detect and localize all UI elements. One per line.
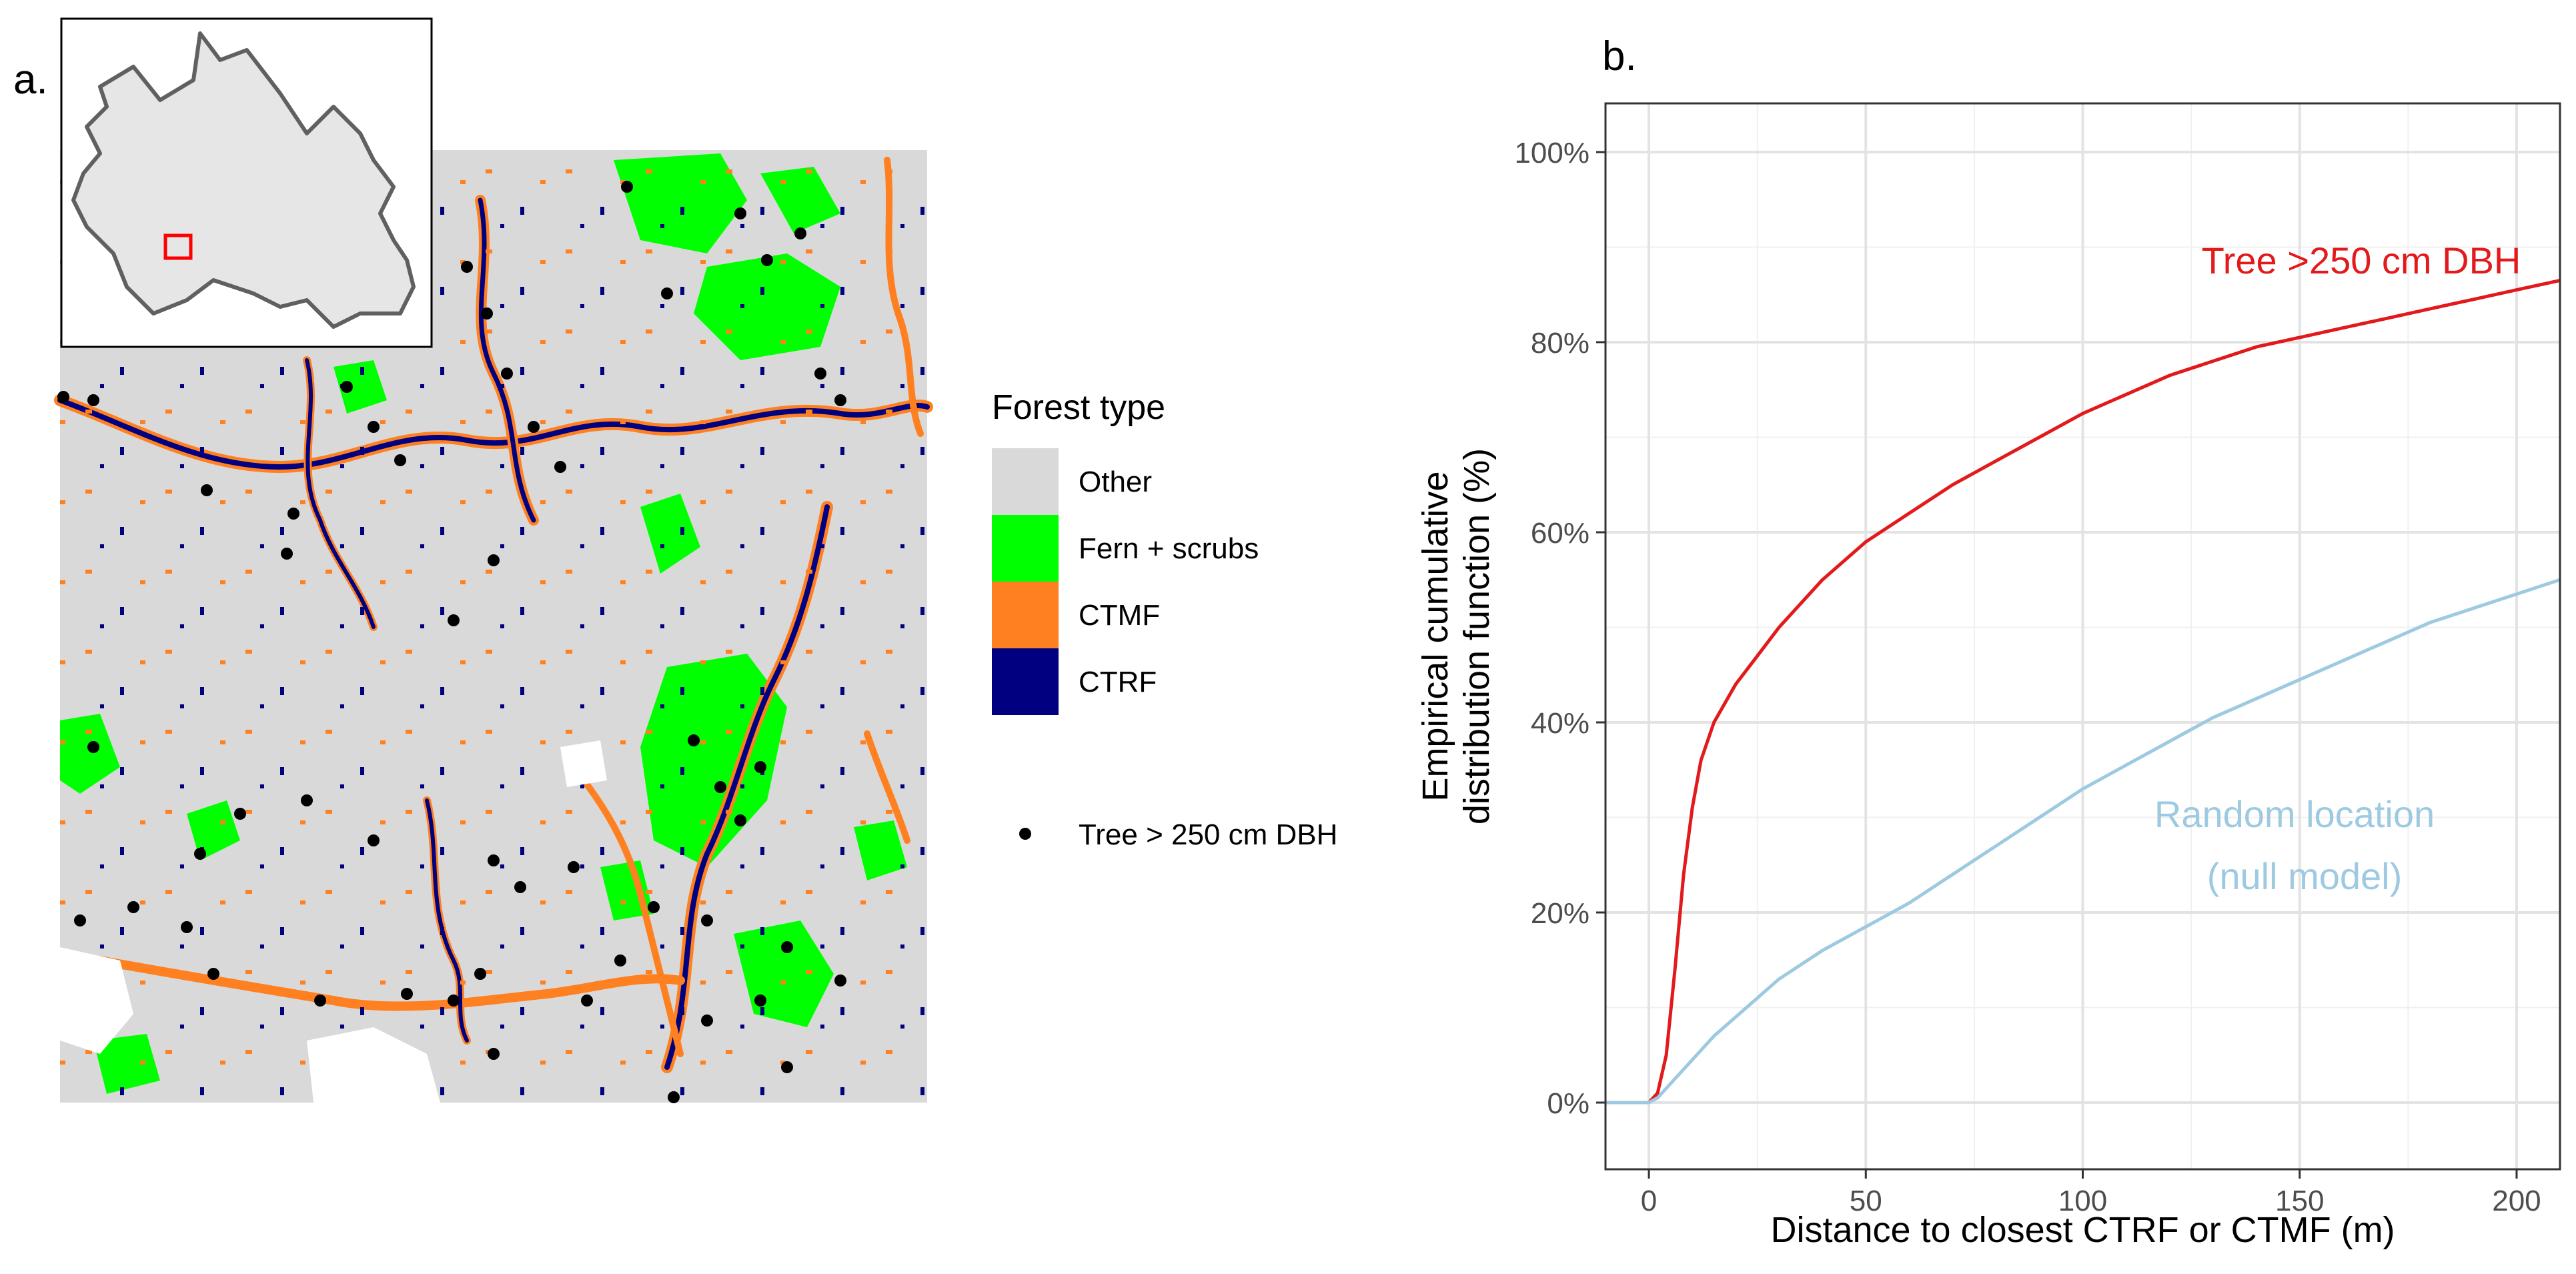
panel-a: a. xyxy=(13,17,1337,1103)
annotation-random-location: Random location xyxy=(2154,793,2435,835)
panel-b-label: b. xyxy=(1602,33,1637,79)
y-axis-title-line-1: Empirical cumulative xyxy=(1415,471,1455,801)
annotation-large-trees: Tree >250 cm DBH xyxy=(2202,239,2521,281)
series-line-large-trees xyxy=(1605,278,2561,1105)
series-line-random-locations xyxy=(1605,578,2561,1105)
inset-region xyxy=(71,31,416,329)
panel-b: b. 0 50 100 150 200 0% 20% 40% 60% 80% 100% Distanc… xyxy=(1415,33,2561,1250)
inset-study-area-marker xyxy=(163,233,193,260)
legend-point-label: Tree > 250 cm DBH xyxy=(1079,818,1337,851)
panel-a-label: a. xyxy=(13,57,48,103)
x-axis-title: Distance to closest CTRF or CTMF (m) xyxy=(1770,1210,2395,1250)
x-tick-label: 50 xyxy=(1850,1185,1882,1217)
y-tick-label: 80% xyxy=(1531,327,1589,360)
x-tick-label: 100 xyxy=(2058,1185,2107,1217)
legend-swatch-ctrf xyxy=(992,648,1059,715)
legend-point-symbol xyxy=(1019,828,1031,840)
inset-map xyxy=(60,17,433,348)
y-tick-label: 0% xyxy=(1547,1087,1589,1120)
y-tick-label: 100% xyxy=(1514,137,1589,169)
nodata-areas xyxy=(60,740,607,1103)
legend-swatch-other xyxy=(992,448,1059,515)
legend-label-ctrf: CTRF xyxy=(1079,666,1157,698)
x-tick-label: 150 xyxy=(2275,1185,2324,1217)
large-tree-points xyxy=(57,181,846,1103)
y-axis-title-line-2: distribution function (%) xyxy=(1457,448,1497,824)
legend-label-ctmf: CTMF xyxy=(1079,599,1160,632)
forest-map xyxy=(54,150,933,1103)
legend: Forest type Other Fern + scrubs CTMF CTR… xyxy=(992,388,1337,851)
y-tick-label: 60% xyxy=(1531,517,1589,550)
x-tick-label: 200 xyxy=(2492,1185,2541,1217)
y-axis-title: Empirical cumulativedistribution functio… xyxy=(1415,448,1497,824)
legend-label-fern: Fern + scrubs xyxy=(1079,532,1259,565)
legend-swatch-fern xyxy=(992,515,1059,582)
y-tick-label: 40% xyxy=(1531,707,1589,740)
y-tick-label: 20% xyxy=(1531,897,1589,930)
legend-label-other: Other xyxy=(1079,466,1152,498)
annotation-null-model: (null model) xyxy=(2207,855,2403,897)
legend-title: Forest type xyxy=(992,388,1165,427)
ecdf-plot: 0 50 100 150 200 0% 20% 40% 60% 80% 100% Distance t… xyxy=(1415,102,2561,1250)
legend-swatch-ctmf xyxy=(992,582,1059,648)
x-tick-label: 0 xyxy=(1641,1185,1657,1217)
